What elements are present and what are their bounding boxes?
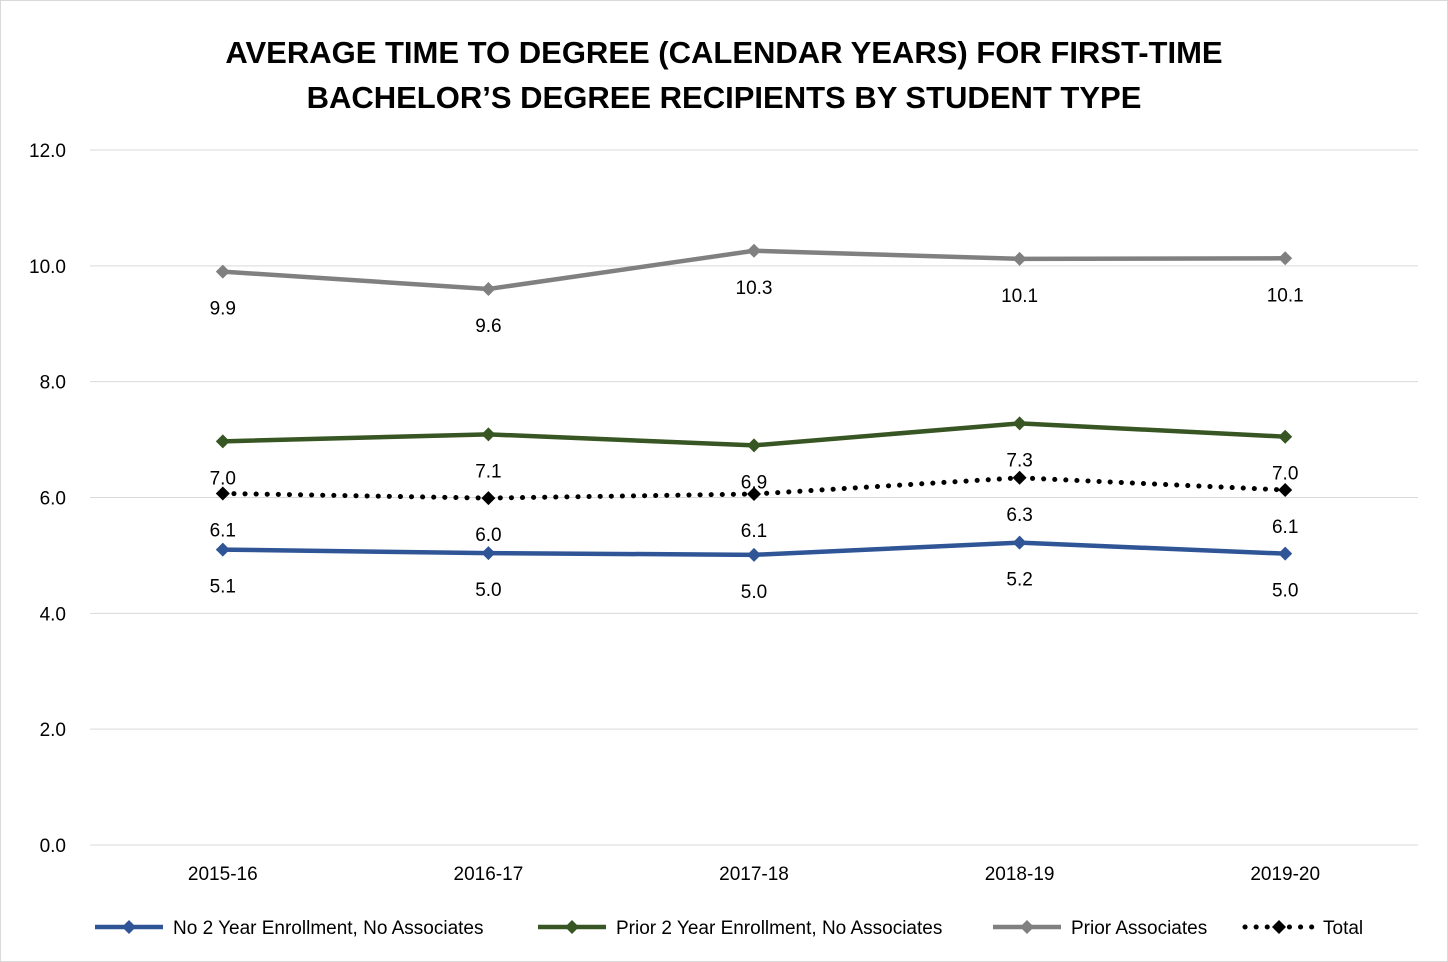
data-point-prior-associates: [1012, 251, 1027, 266]
data-label-prior-2-year-enrollment-no-associates: 7.1: [475, 461, 501, 482]
data-point-prior-associates: [481, 282, 496, 296]
legend-label: Total: [1323, 918, 1363, 939]
data-label-prior-associates: 10.1: [1001, 286, 1038, 307]
x-tick-label: 2017-18: [719, 864, 789, 885]
legend-item-prior-2-year-enrollment-no-associates: Prior 2 Year Enrollment, No Associates: [538, 918, 942, 939]
y-axis-tick-labels: 0.0 2.0 4.0 6.0 8.0 10.0 12.0: [29, 141, 66, 857]
data-point-prior-2-year-enrollment-no-associates: [481, 427, 496, 442]
data-point-total: [215, 486, 230, 501]
data-point-no-2-year-enrollment-no-associates: [215, 542, 230, 557]
legend-swatch-marker: [122, 920, 136, 934]
y-tick-label: 12.0: [29, 141, 66, 162]
data-point-prior-2-year-enrollment-no-associates: [747, 438, 761, 453]
chart-title: AVERAGE TIME TO DEGREE (CALENDAR YEARS) …: [0, 30, 1448, 120]
y-tick-label: 4.0: [40, 604, 66, 625]
data-label-total: 6.1: [1272, 517, 1298, 538]
legend-item-no-2-year-enrollment-no-associates: No 2 Year Enrollment, No Associates: [95, 918, 484, 939]
data-label-no-2-year-enrollment-no-associates: 5.1: [210, 577, 236, 598]
data-point-prior-2-year-enrollment-no-associates: [215, 434, 230, 449]
y-tick-label: 6.0: [40, 489, 66, 510]
data-point-no-2-year-enrollment-no-associates: [1278, 546, 1293, 561]
legend-swatch-marker: [1272, 920, 1286, 934]
data-label-total: 6.1: [210, 520, 236, 541]
x-tick-label: 2016-17: [454, 864, 524, 885]
chart-title-line-1: AVERAGE TIME TO DEGREE (CALENDAR YEARS) …: [225, 35, 1223, 70]
y-tick-label: 2.0: [40, 720, 66, 741]
legend-label: Prior 2 Year Enrollment, No Associates: [616, 918, 942, 939]
data-label-no-2-year-enrollment-no-associates: 5.2: [1006, 570, 1032, 591]
data-label-prior-2-year-enrollment-no-associates: 7.3: [1006, 450, 1032, 471]
data-point-prior-associates: [215, 264, 230, 279]
data-label-total: 6.3: [1006, 505, 1032, 526]
data-label-total: 6.1: [741, 521, 767, 542]
data-point-total: [747, 487, 761, 502]
data-label-prior-2-year-enrollment-no-associates: 7.0: [1272, 464, 1298, 485]
data-point-prior-associates: [1278, 251, 1293, 266]
legend-label: No 2 Year Enrollment, No Associates: [173, 918, 484, 939]
data-point-total: [1012, 470, 1027, 485]
data-label-prior-associates: 9.9: [210, 299, 236, 320]
x-axis-tick-labels: 2015-16 2016-17 2017-18 2018-19 2019-20: [188, 864, 1320, 885]
data-point-no-2-year-enrollment-no-associates: [1012, 535, 1027, 550]
data-label-no-2-year-enrollment-no-associates: 5.0: [741, 582, 767, 603]
y-tick-label: 8.0: [40, 373, 66, 394]
data-point-prior-associates: [747, 243, 761, 258]
y-tick-label: 0.0: [40, 836, 66, 857]
data-point-no-2-year-enrollment-no-associates: [747, 547, 761, 562]
legend-swatch-marker: [1020, 920, 1034, 934]
x-tick-label: 2015-16: [188, 864, 258, 885]
legend-label: Prior Associates: [1071, 918, 1207, 939]
data-label-prior-associates: 10.1: [1267, 285, 1304, 306]
legend: No 2 Year Enrollment, No Associates Prior…: [95, 918, 1363, 939]
x-tick-label: 2019-20: [1250, 864, 1320, 885]
legend-item-total: Total: [1242, 918, 1363, 939]
data-labels: 5.1 5.0 5.0 5.2 5.0 7.0 7.1 6.9 7.3 7.0 9.9 9.6 10.3…: [210, 278, 1304, 603]
legend-swatch-marker: [565, 920, 579, 934]
series-lines: [215, 243, 1293, 562]
legend-item-prior-associates: Prior Associates: [993, 918, 1207, 939]
data-point-total: [1278, 482, 1293, 497]
data-point-no-2-year-enrollment-no-associates: [481, 546, 496, 561]
data-label-prior-2-year-enrollment-no-associates: 6.9: [741, 472, 767, 493]
data-label-no-2-year-enrollment-no-associates: 5.0: [1272, 581, 1298, 602]
x-tick-label: 2018-19: [985, 864, 1055, 885]
data-label-prior-associates: 9.6: [475, 316, 501, 337]
data-label-prior-associates: 10.3: [736, 278, 773, 299]
data-label-total: 6.0: [475, 525, 501, 546]
data-point-prior-2-year-enrollment-no-associates: [1278, 429, 1293, 444]
y-tick-label: 10.0: [29, 257, 66, 278]
data-label-no-2-year-enrollment-no-associates: 5.0: [475, 580, 501, 601]
data-point-total: [481, 491, 496, 506]
data-point-prior-2-year-enrollment-no-associates: [1012, 416, 1027, 431]
data-label-prior-2-year-enrollment-no-associates: 7.0: [210, 468, 236, 489]
chart-title-line-2: BACHELOR’S DEGREE RECIPIENTS BY STUDENT …: [306, 80, 1142, 115]
